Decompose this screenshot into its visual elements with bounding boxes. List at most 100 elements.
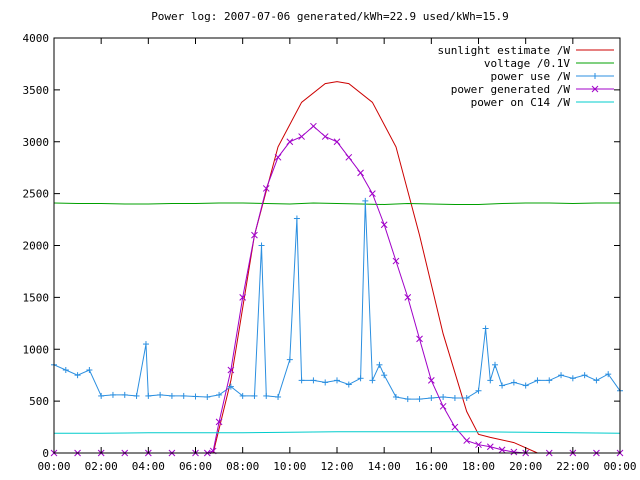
series-point-2 — [121, 391, 128, 398]
legend-label-1: voltage /0.1V — [484, 57, 570, 70]
series-point-3 — [416, 335, 423, 343]
x-tick-label: 00:00 — [603, 460, 636, 473]
series-point-2 — [133, 392, 140, 399]
x-tick-label: 20:00 — [509, 460, 542, 473]
series-point-3 — [321, 133, 329, 140]
y-tick-label: 4000 — [23, 32, 50, 45]
series-point-2 — [334, 377, 340, 384]
series-line-1 — [53, 202, 620, 206]
series-point-2 — [581, 372, 588, 379]
series-point-2 — [404, 396, 411, 403]
series-point-2 — [376, 361, 383, 368]
series-point-3 — [262, 185, 270, 192]
series-point-2 — [145, 392, 152, 399]
series-point-2 — [157, 391, 164, 398]
x-tick-label: 04:00 — [132, 460, 165, 473]
series-point-3 — [310, 122, 317, 130]
series-point-3 — [463, 437, 471, 444]
series-point-2 — [293, 215, 300, 222]
series-point-3 — [369, 190, 376, 197]
x-tick-label: 02:00 — [85, 460, 118, 473]
series-point-2 — [428, 395, 435, 402]
chart-title: Power log: 2007-07-06 generated/kWh=22.9… — [151, 10, 509, 23]
series-point-2 — [475, 387, 482, 394]
series-point-3 — [215, 418, 223, 426]
legend-label-3: power generated /W — [451, 83, 571, 96]
y-tick-label: 3000 — [23, 136, 50, 149]
series-point-2 — [392, 393, 399, 400]
series-point-2 — [605, 371, 612, 378]
y-tick-label: 2500 — [23, 188, 50, 201]
series-point-2 — [357, 375, 364, 382]
series-point-2 — [298, 377, 305, 384]
series-point-2 — [192, 393, 199, 400]
series-point-2 — [369, 377, 376, 384]
series-point-2 — [168, 392, 175, 399]
axes-layer: 0 500 1000 1500 2000 2500 3000 3500 4000 00:00 02:… — [23, 32, 637, 473]
series-point-2 — [322, 379, 329, 386]
series-point-2 — [204, 393, 211, 400]
series-point-3 — [404, 294, 412, 301]
series-point-3 — [239, 294, 247, 301]
x-tick-label: 12:00 — [320, 460, 353, 473]
x-tick-label: 14:00 — [368, 460, 401, 473]
x-tick-label: 16:00 — [415, 460, 448, 473]
series-point-3 — [227, 366, 235, 374]
series-point-2 — [534, 377, 541, 384]
legend-marker-3 — [591, 85, 599, 93]
series-point-2 — [109, 391, 116, 398]
series-point-2 — [522, 382, 529, 389]
x-tick-label: 06:00 — [179, 460, 212, 473]
y-tick-label: 0 — [42, 447, 49, 460]
series-point-3 — [298, 133, 305, 140]
series-point-2 — [98, 392, 105, 399]
series-point-2 — [227, 383, 234, 390]
series-point-2 — [263, 392, 270, 399]
series-point-3 — [451, 423, 459, 431]
series-point-2 — [492, 361, 499, 368]
series-point-2 — [440, 393, 447, 400]
series-point-2 — [275, 393, 282, 400]
series-point-3 — [510, 448, 518, 456]
series-point-3 — [475, 441, 482, 449]
series-point-3 — [380, 221, 388, 229]
series-point-2 — [142, 341, 149, 348]
series-point-2 — [251, 392, 258, 399]
series-point-2 — [499, 382, 506, 389]
series-point-3 — [333, 138, 341, 146]
series-point-2 — [510, 379, 517, 386]
series-point-3 — [274, 153, 282, 161]
legend-label-2: power use /W — [491, 70, 571, 83]
y-tick-label: 1500 — [23, 291, 50, 304]
series-point-3 — [286, 138, 294, 146]
series-point-3 — [427, 377, 435, 384]
series-line-2 — [53, 200, 621, 400]
y-tick-label: 2000 — [23, 240, 50, 253]
y-tick-label: 500 — [29, 395, 49, 408]
series-point-3 — [439, 402, 447, 410]
series-point-3 — [357, 169, 364, 177]
series-point-3 — [498, 446, 506, 454]
x-tick-label: 08:00 — [226, 460, 259, 473]
series-point-2 — [463, 395, 470, 402]
series-point-2 — [345, 381, 352, 388]
series-point-2 — [74, 372, 81, 379]
series-point-3 — [345, 153, 353, 161]
series-point-2 — [216, 391, 223, 398]
series-point-2 — [362, 197, 369, 204]
series-line-4 — [54, 431, 621, 434]
x-tick-label: 10:00 — [273, 460, 306, 473]
series-point-2 — [482, 325, 489, 332]
series-point-3 — [251, 231, 258, 239]
series-point-2 — [86, 367, 93, 373]
x-tick-label: 00:00 — [37, 460, 70, 473]
series-point-3 — [392, 257, 400, 265]
series-point-2 — [569, 375, 576, 382]
series-layer — [50, 81, 624, 457]
legend-label-0: sunlight estimate /W — [438, 44, 571, 57]
series-point-2 — [62, 367, 69, 373]
series-line-3 — [54, 125, 620, 454]
series-point-2 — [286, 356, 293, 363]
